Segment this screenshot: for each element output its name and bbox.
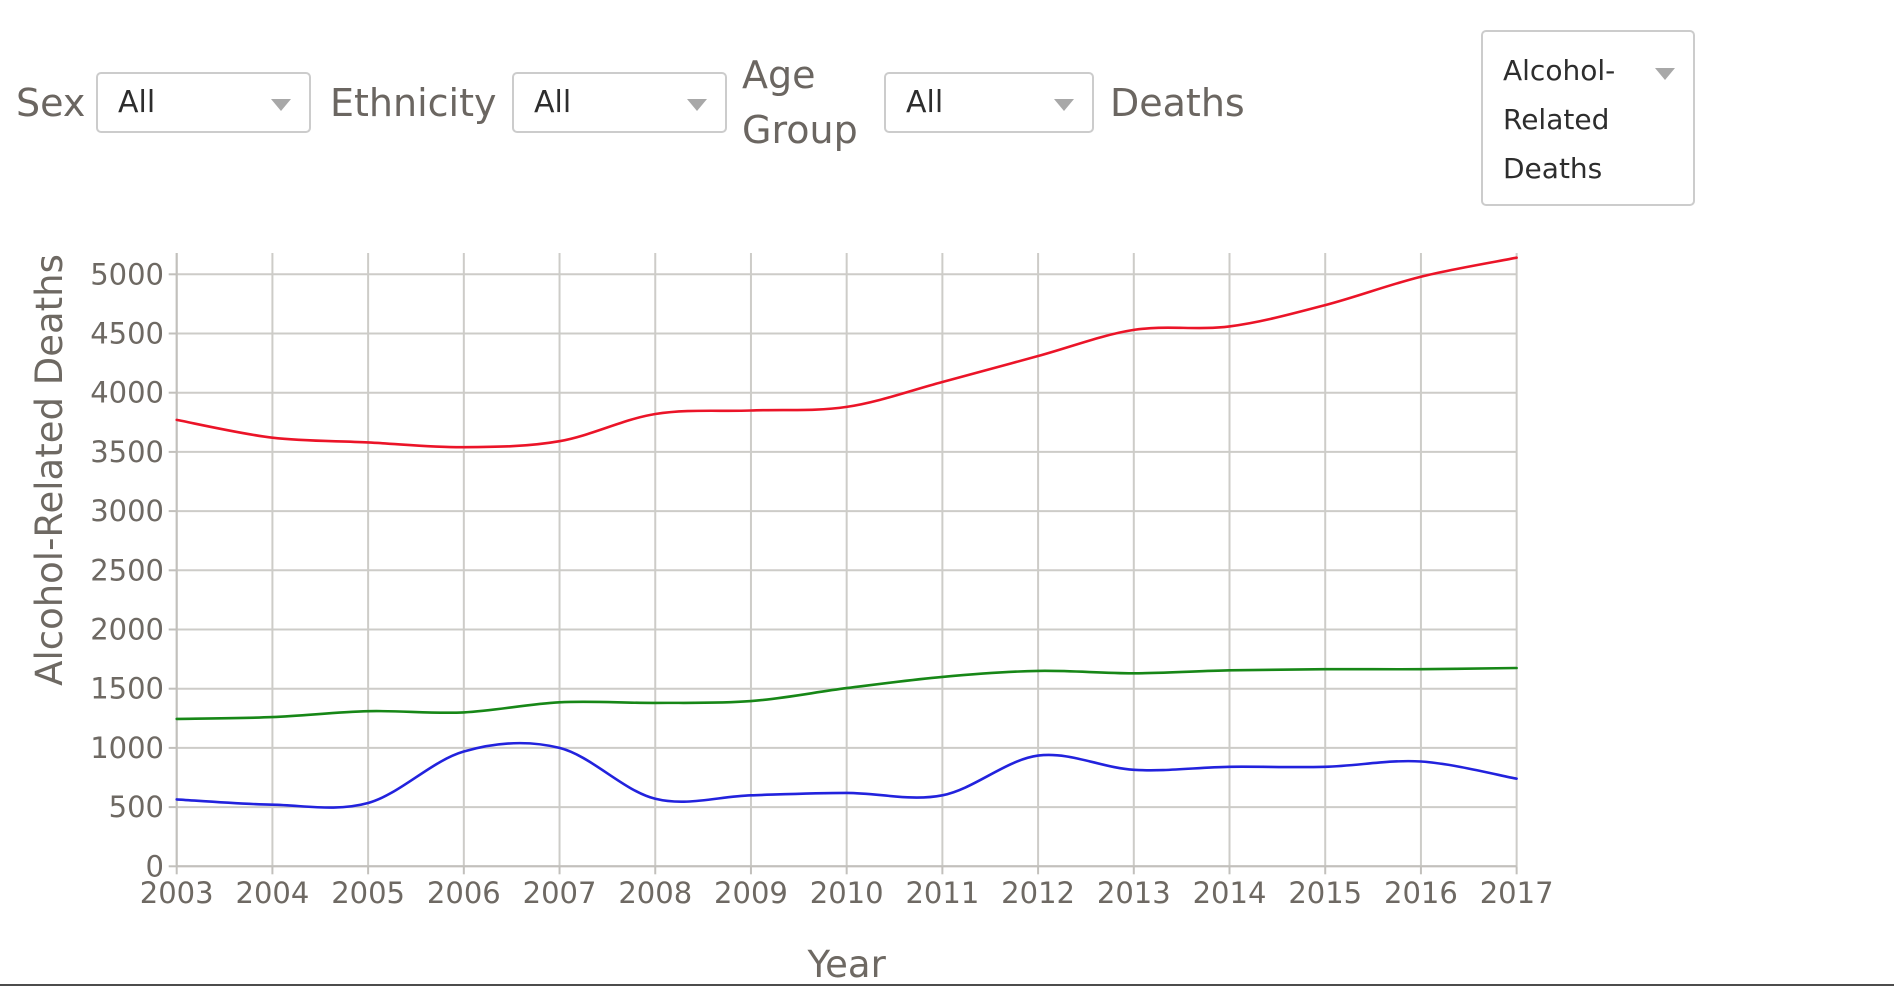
x-tick-label: 2016 (1384, 876, 1458, 910)
y-tick-label: 2000 (90, 613, 164, 647)
y-tick-label: 1500 (90, 672, 164, 706)
y-tick-label: 4500 (90, 317, 164, 351)
x-tick-label: 2006 (427, 876, 501, 910)
x-tick-label: 2010 (810, 876, 884, 910)
window-bottom-edge (0, 984, 1894, 986)
y-tick-label: 3500 (90, 435, 164, 469)
chevron-down-icon (1054, 99, 1074, 111)
x-tick-label: 2013 (1097, 876, 1171, 910)
deaths-select-value: Alcohol-Related Deaths (1503, 54, 1616, 185)
sex-select[interactable]: All (96, 72, 311, 133)
age-group-label: Age Group (742, 53, 858, 152)
sex-label: Sex (16, 81, 86, 125)
x-tick-label: 2015 (1288, 876, 1362, 910)
y-tick-label: 4000 (90, 376, 164, 410)
x-tick-label: 2012 (1001, 876, 1075, 910)
gridlines (175, 253, 1518, 868)
y-tick-label: 2500 (90, 553, 164, 587)
sex-select-value: All (118, 85, 156, 120)
deaths-label: Deaths (1110, 81, 1245, 125)
x-tick-label: 2003 (140, 876, 214, 910)
age-group-select-value: All (906, 85, 944, 120)
chevron-down-icon (1655, 68, 1675, 80)
chevron-down-icon (687, 99, 707, 111)
y-tick-label: 3000 (90, 494, 164, 528)
x-tick-label: 2008 (618, 876, 692, 910)
axes (168, 253, 1518, 875)
x-tick-label: 2009 (714, 876, 788, 910)
x-axis-title: Year (806, 943, 886, 986)
y-tick-label: 5000 (90, 257, 164, 291)
x-tick-label: 2017 (1480, 876, 1554, 910)
deaths-select[interactable]: Alcohol-Related Deaths (1481, 30, 1695, 206)
ethnicity-select-value: All (534, 85, 572, 120)
ethnicity-select[interactable]: All (512, 72, 727, 133)
series-green-line (175, 666, 1518, 721)
x-tick-label: 2007 (523, 876, 597, 910)
series-blue-line (175, 741, 1518, 809)
series-red-line (175, 256, 1518, 449)
chevron-down-icon (271, 99, 291, 111)
ethnicity-label: Ethnicity (330, 81, 497, 125)
x-tick-label: 2014 (1193, 876, 1267, 910)
y-tick-label: 500 (109, 790, 164, 824)
y-tick-label: 1000 (90, 731, 164, 765)
x-tick-label: 2011 (905, 876, 979, 910)
age-group-select[interactable]: All (884, 72, 1094, 133)
x-tick-label: 2005 (331, 876, 405, 910)
y-axis-title: Alcohol-Related Deaths (28, 254, 71, 686)
y-tick-label: 0 (146, 849, 164, 883)
x-tick-label: 2004 (236, 876, 310, 910)
